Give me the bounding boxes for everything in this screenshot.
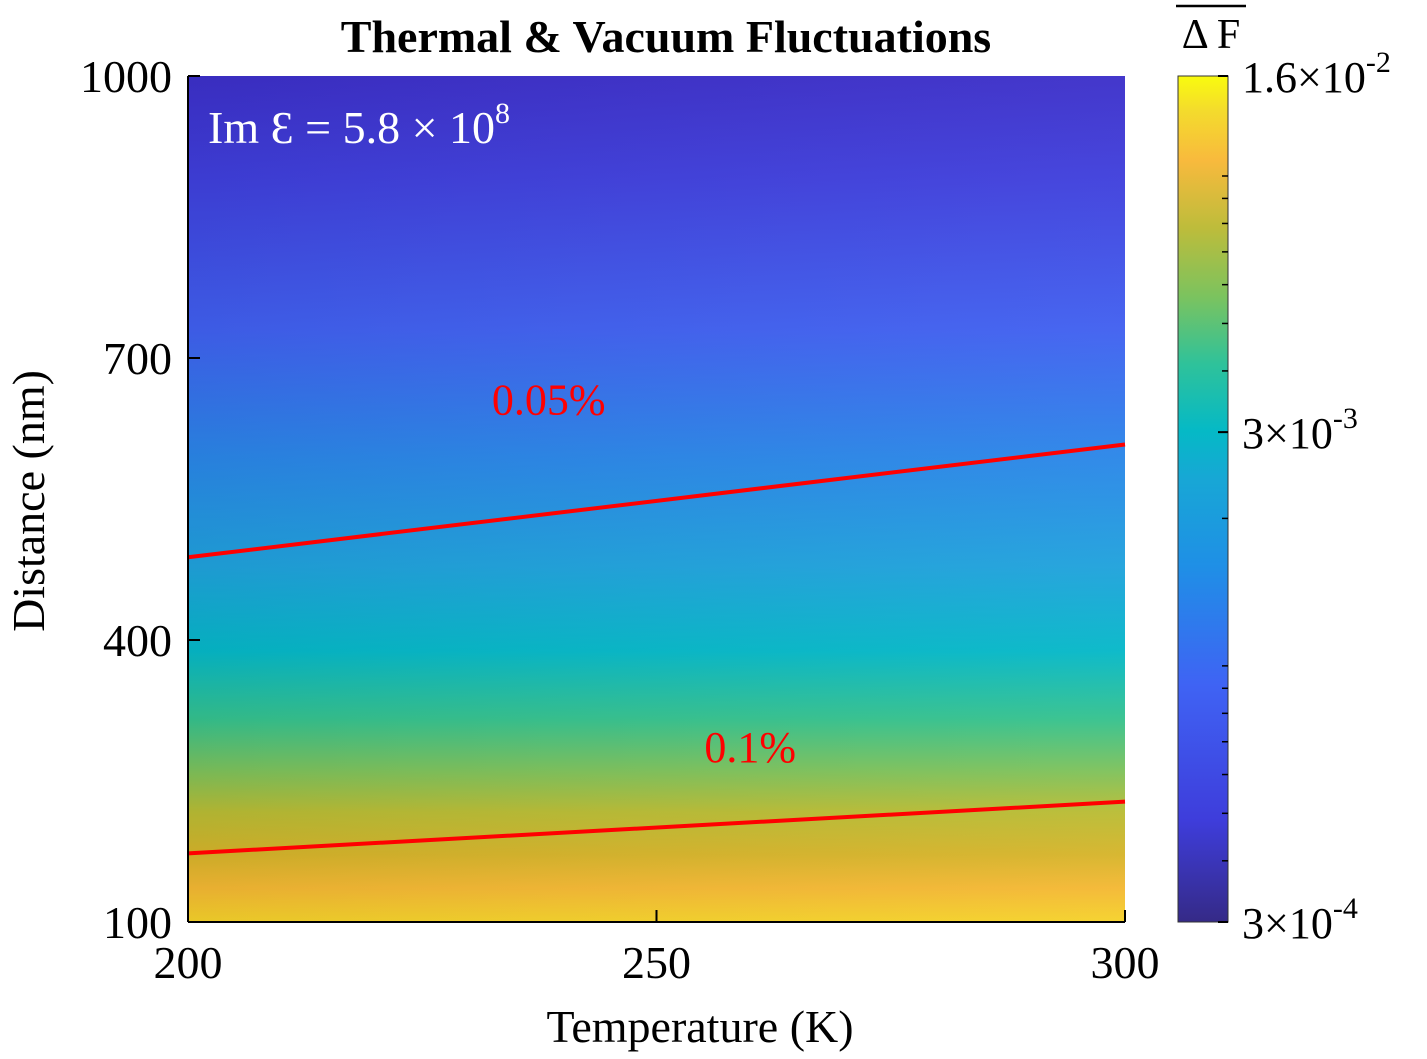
colorbar-ticks: 1.6×10-23×10-33×10-4 — [1218, 46, 1391, 948]
annotation-exponent: 8 — [495, 97, 510, 130]
chart-title: Thermal & Vacuum Fluctuations — [341, 11, 991, 62]
colorbar-label: Δ F — [1182, 12, 1241, 58]
contour-line-1 — [187, 799, 1126, 856]
colorbar-tick-mantissa: 3×10 — [1242, 409, 1333, 458]
colorbar-tick-exponent: -3 — [1333, 402, 1358, 435]
permittivity-annotation: Im Ɛ = 5.8 × 108 — [208, 97, 510, 153]
x-tick-label: 200 — [154, 937, 223, 988]
contour-label-1: 0.1% — [704, 723, 796, 772]
x-ticks: 200 250 300 — [154, 910, 1160, 988]
annotation-base: Im Ɛ = 5.8 × 10 — [208, 102, 495, 153]
y-tick-label: 1000 — [80, 51, 172, 102]
colorbar-tick-label: 3×10-3 — [1242, 402, 1358, 458]
colorbar-tick-exponent: -2 — [1366, 46, 1391, 79]
colorbar-gradient — [1177, 75, 1229, 923]
x-tick-label: 250 — [622, 937, 691, 988]
y-tick-label: 100 — [103, 897, 172, 948]
y-tick-label: 700 — [103, 333, 172, 384]
x-axis-label: Temperature (K) — [546, 1001, 853, 1052]
y-ticks: 100 400 700 1000 — [80, 51, 200, 948]
y-axis-label: Distance (nm) — [3, 370, 54, 632]
colorbar: 1.6×10-23×10-33×10-4 Δ F — [1176, 4, 1391, 948]
contour-lines — [187, 442, 1126, 856]
contour-line-0 — [187, 442, 1126, 560]
colorbar-tick-label: 1.6×10-2 — [1242, 46, 1391, 102]
x-tick-label: 300 — [1091, 937, 1160, 988]
colorbar-tick-mantissa: 3×10 — [1242, 899, 1333, 948]
colorbar-tick-exponent: -4 — [1333, 892, 1358, 925]
colorbar-tick-mantissa: 1.6×10 — [1242, 53, 1366, 102]
contour-label-0: 0.05% — [492, 375, 606, 424]
colorbar-tick-label: 3×10-4 — [1242, 892, 1358, 948]
plot-area: 0.05% 0.1% Im Ɛ = 5.8 × 108 200 250 300 100… — [80, 51, 1160, 988]
y-tick-label: 400 — [103, 615, 172, 666]
contour-labels: 0.05% 0.1% — [492, 375, 796, 772]
